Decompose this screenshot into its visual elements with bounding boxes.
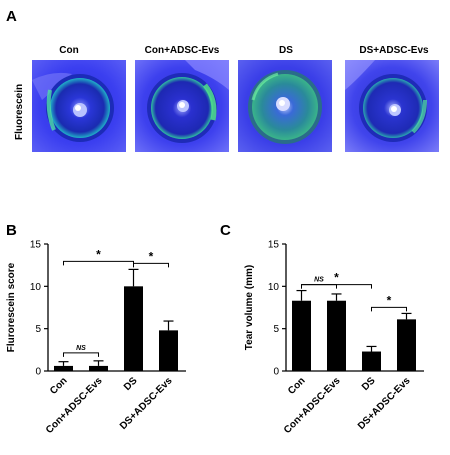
significance-bracket (371, 306, 407, 312)
category-label: DS (360, 375, 378, 393)
significance-label: NS (76, 345, 86, 352)
significance-label: NS (314, 277, 324, 284)
eye-label-con-adsc: Con+ADSC-Evs (144, 45, 220, 56)
y-tick-label: 5 (35, 324, 41, 335)
y-axis-label: Flurorescein score (6, 262, 17, 352)
significance-bracket (133, 262, 169, 268)
eye-image-ds-adsc (345, 60, 439, 152)
panel-b-letter: B (6, 222, 17, 239)
eye-label-ds: DS (279, 45, 293, 56)
y-tick-label: 10 (268, 282, 280, 293)
bar (89, 365, 108, 371)
y-tick-label: 0 (35, 367, 41, 378)
bar (159, 330, 178, 371)
category-label: DS (122, 375, 140, 393)
y-tick-label: 15 (268, 240, 280, 251)
bar (397, 319, 416, 371)
significance-label: * (387, 293, 392, 307)
eye-image-con (32, 60, 126, 152)
significance-bracket (301, 284, 337, 289)
bar (362, 351, 381, 371)
bar (54, 365, 73, 371)
significance-bracket (63, 260, 134, 266)
panel-c-letter: C (220, 222, 231, 239)
bar (327, 300, 346, 371)
category-label: Con (286, 375, 308, 397)
eye-image-ds (238, 60, 332, 152)
eye-image-con-adsc (135, 60, 229, 152)
panel-a-letter: A (6, 8, 17, 25)
significance-label: * (334, 271, 339, 285)
eye-label-ds-adsc: DS+ADSC-Evs (359, 45, 429, 56)
significance-bracket (301, 284, 372, 289)
significance-label: * (96, 247, 101, 261)
y-tick-label: 10 (30, 282, 42, 293)
category-label: Con (48, 375, 70, 397)
bar (292, 300, 311, 371)
y-tick-label: 0 (273, 367, 279, 378)
bar (124, 286, 143, 371)
y-tick-label: 5 (273, 324, 279, 335)
fluorescein-row-label: Fluorescein (14, 83, 25, 140)
eye-label-con: Con (59, 45, 79, 56)
y-tick-label: 15 (30, 240, 42, 251)
significance-bracket (63, 352, 99, 357)
significance-label: * (149, 249, 154, 263)
y-axis-label: Tear volume (mm) (244, 265, 255, 350)
